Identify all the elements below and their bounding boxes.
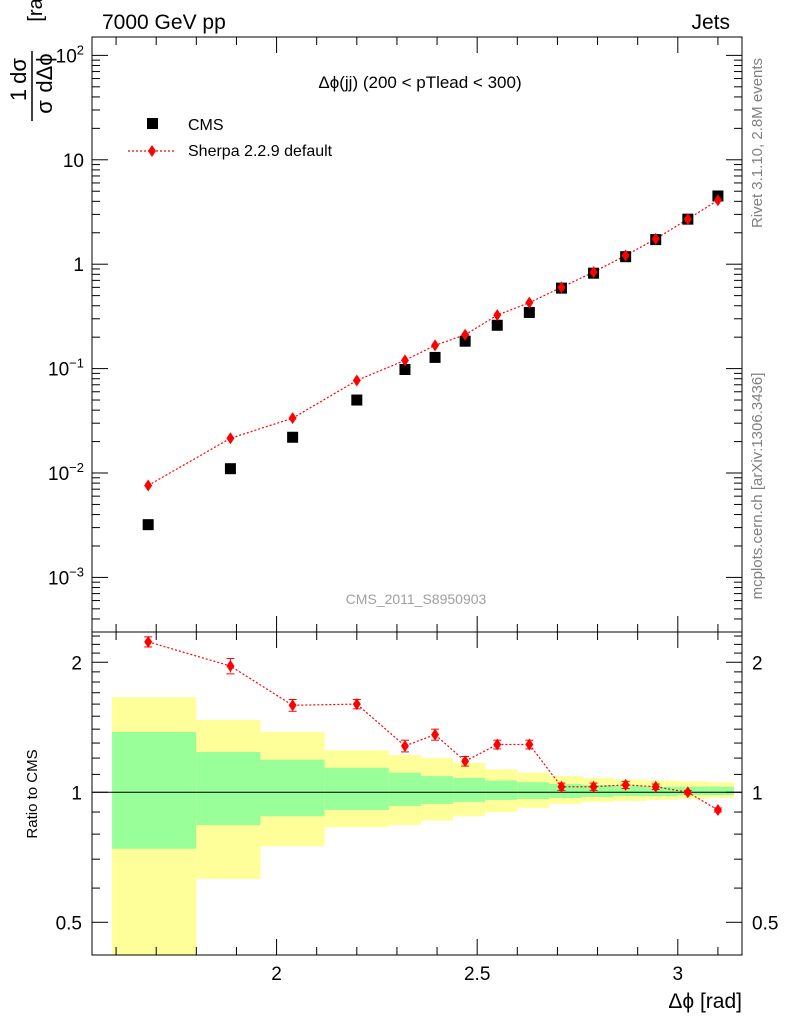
y-tick-label: 10 [63,151,84,172]
sherpa-point [651,232,660,245]
cms-point [224,463,236,475]
ratio-point [621,778,630,791]
sherpa-point [288,412,297,425]
sherpa-point [621,249,630,262]
svg-text:[rad⁻¹]: [rad⁻¹] [25,0,47,22]
sherpa-point [589,266,598,279]
green-band [112,731,197,849]
ratio-point [400,739,409,752]
green-band [485,780,518,800]
main-panel: 10−3 10−2 10−1 1 10 102 Δϕ(jj) (200 < pTlead … [48,36,743,633]
ratio-point [683,786,692,799]
green-band [677,786,710,796]
ratio-point [461,755,470,768]
ratio-point [288,699,297,712]
cms-point [459,335,471,347]
ratio-point [589,780,598,793]
green-band [421,776,454,804]
x-tick-label: 3 [673,964,684,985]
main-ticks: 10−3 10−2 10−1 1 10 102 [48,37,742,633]
x-tick-label: 2 [271,964,282,985]
green-band [613,785,646,797]
ratio-bands [112,697,734,955]
cms-point [523,306,535,318]
ratio-point [651,780,660,793]
svg-text:dΔϕ: dΔϕ [32,53,57,92]
legend-sherpa-marker [148,145,156,157]
mcplots-label: mcplots.cern.ch [arXiv:1306.3436] [749,373,766,600]
cms-point [351,394,363,406]
header-left: 7000 GeV pp [102,11,226,34]
cms-point [399,364,411,376]
ratio-frame [91,631,743,956]
cms-point [142,519,154,531]
green-band [581,784,614,798]
rivet-label: Rivet 3.1.10, 2.8M events [749,58,766,228]
sherpa-point [525,296,534,309]
sherpa-point [683,213,692,226]
ratio-point [431,728,440,741]
ratio-point [557,780,566,793]
x-tick-label: 2.5 [464,964,490,985]
header-right: Jets [691,11,730,34]
green-band [549,784,582,798]
main-title: Δϕ(jj) (200 < pTlead < 300) [318,73,521,92]
legend: CMS Sherpa 2.2.9 default [128,117,333,160]
green-band [709,786,734,796]
y-tick-label: 102 [56,42,84,67]
green-band [196,751,261,825]
sherpa-point [431,339,440,352]
cms-point [491,319,503,331]
green-band [260,759,325,817]
y-tick-label: 10−2 [48,460,84,485]
watermark: CMS_2011_S8950903 [346,591,487,607]
y-tick-label: 10−3 [48,564,84,589]
ratio-y-tick-label-right: 1 [752,783,763,804]
sherpa-point [226,432,235,445]
ratio-ylabel: Ratio to CMS [24,749,41,838]
sherpa-point [713,194,722,207]
ratio-point [493,738,502,751]
svg-text:1: 1 [6,89,31,101]
sherpa-point [493,309,502,322]
y-tick-label: 1 [73,255,84,276]
green-band [388,772,422,806]
sherpa-point [557,281,566,294]
ratio-y-tick-label-left: 2 [71,653,82,674]
ratio-y-tick-label-left: 1 [71,783,82,804]
green-band [517,782,550,799]
svg-text:σ: σ [32,100,57,114]
ratio-panel: 0.5 0.5 1 1 2 2 2 2.5 3 Ratio to CMS Δϕ [rad] [24,631,778,1013]
ratio-y-tick-label-right: 2 [752,653,763,674]
ratio-y-tick-label-right: 0.5 [752,913,778,934]
cms-point [287,431,299,443]
main-ylabel: 1 dσ σ dΔϕ [rad⁻¹] [6,0,57,121]
ratio-point [525,738,534,751]
ratio-point [226,660,235,673]
legend-cms-marker [147,118,158,129]
svg-text:dσ: dσ [6,58,31,84]
green-band [645,786,678,797]
ratio-y-tick-label-left: 0.5 [56,913,82,934]
ratio-point [713,803,722,816]
sherpa-point [352,374,361,387]
y-tick-label: 10−1 [48,356,84,381]
legend-cms-label: CMS [188,117,224,134]
ratio-line [148,641,719,811]
ratio-point [144,635,153,648]
green-band [453,777,486,802]
sherpa-point [461,328,470,341]
ratio-ticks: 0.5 0.5 1 1 2 2 2 2.5 3 [56,632,778,985]
legend-sherpa-label: Sherpa 2.2.9 default [188,143,333,160]
ratio-point [352,698,361,711]
x-axis-label: Δϕ [rad] [668,990,742,1013]
cms-point [429,351,441,363]
sherpa-point [144,479,153,492]
green-band [324,767,389,810]
sherpa-point [400,354,409,367]
